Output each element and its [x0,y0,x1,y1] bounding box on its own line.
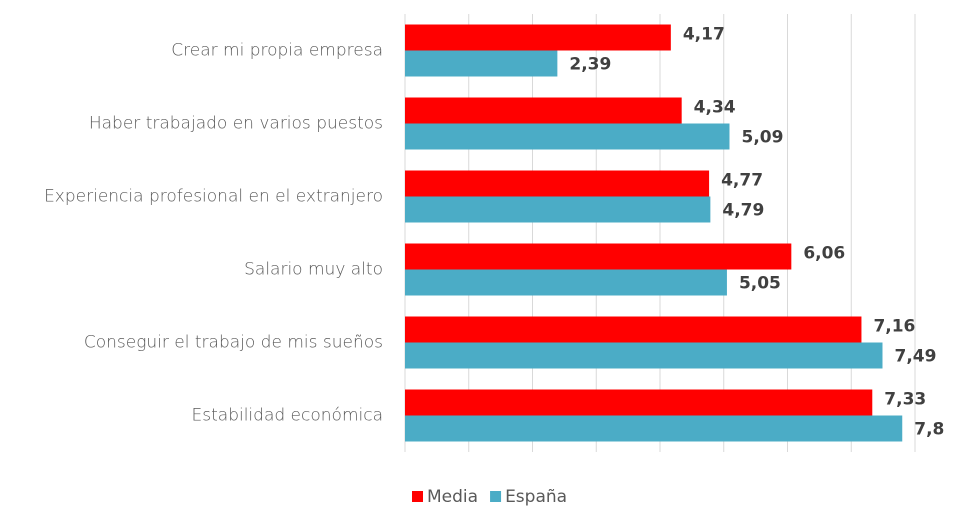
bar [405,342,883,369]
bar [405,243,792,270]
legend-label: Media [427,487,478,507]
value-label: 4,17 [683,25,725,45]
value-label: 5,09 [741,128,783,148]
value-label: 4,34 [694,98,736,118]
value-label: 6,06 [803,244,845,264]
value-label: 4,77 [721,171,763,191]
value-label: 5,05 [739,274,781,294]
legend-label: España [505,487,567,507]
legend-swatch [412,491,423,502]
bar [405,24,671,51]
category-label: Crear mi propia empresa [171,41,383,61]
bar [405,50,558,77]
bar [405,415,903,442]
bar [405,269,727,296]
value-label: 7,8 [914,420,944,440]
category-label: Haber trabajado en varios puestos [89,114,383,134]
bar [405,316,862,343]
category-label: Conseguir el trabajo de mis sueños [84,333,383,353]
category-label: Estabilidad económica [192,406,383,426]
legend-swatch [490,491,502,502]
bar [405,170,710,197]
category-label: Salario muy alto [244,260,383,280]
bar [405,97,682,124]
bar [405,389,873,416]
value-label: 7,16 [873,317,915,337]
bar [405,196,711,223]
value-label: 2,39 [569,55,611,75]
value-label: 7,33 [884,390,926,410]
value-label: 7,49 [894,347,936,367]
bar [405,123,730,150]
value-label: 4,79 [722,201,764,221]
category-label: Experiencia profesional en el extranjero [44,187,383,207]
